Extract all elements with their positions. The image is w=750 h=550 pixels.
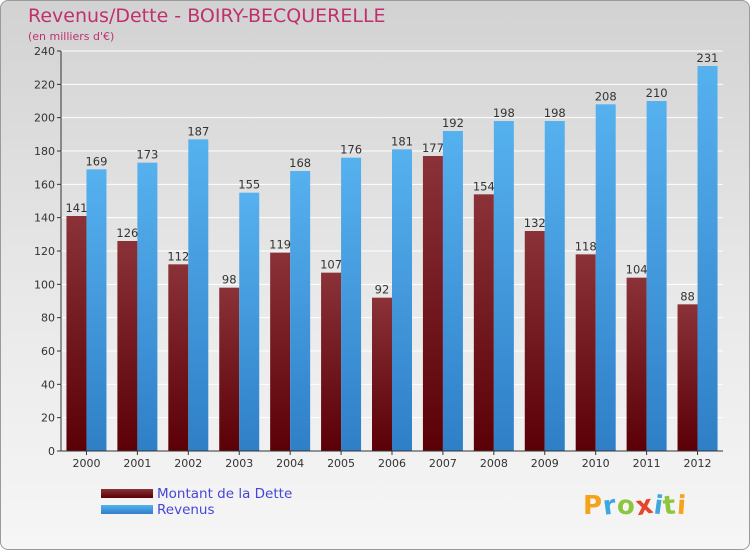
data-label-revenus: 168 (289, 156, 311, 170)
data-label-revenus: 181 (391, 134, 413, 148)
x-tick-label: 2010 (582, 457, 610, 470)
y-tick-label: 20 (41, 412, 55, 425)
legend-swatch-debt (101, 489, 153, 498)
data-label-dette: 126 (116, 226, 138, 240)
data-label-dette: 118 (575, 239, 597, 253)
x-tick-label: 2009 (531, 457, 559, 470)
y-tick-label: 80 (41, 312, 55, 325)
bar-revenus (341, 157, 362, 451)
y-tick-label: 140 (34, 212, 55, 225)
data-label-dette: 92 (375, 283, 390, 297)
bar-dette (372, 297, 392, 451)
bar-dette (270, 252, 291, 451)
bar-revenus (646, 101, 667, 451)
bars-layer (66, 66, 718, 452)
y-tick-label: 200 (34, 112, 55, 125)
legend-swatch-revenus (101, 505, 153, 514)
bar-dette (66, 216, 87, 451)
data-label-revenus: 210 (646, 86, 668, 100)
axis-layer: 0 20 40 60 80 100 120 140 160 180 200 220 240 2000 200… (34, 45, 723, 470)
data-label-dette: 112 (167, 249, 189, 263)
x-tick-label: 2006 (378, 457, 406, 470)
proxiti-logo: Proxiti (583, 490, 688, 523)
data-label-dette: 119 (269, 238, 291, 252)
bar-revenus (493, 121, 514, 451)
data-label-revenus: 173 (136, 148, 158, 162)
x-tick-label: 2001 (123, 457, 151, 470)
x-tick-label: 2011 (633, 457, 661, 470)
x-tick-label: 2003 (225, 457, 253, 470)
x-tick-label: 2002 (174, 457, 202, 470)
y-tick-label: 120 (34, 245, 55, 258)
logo-letter: P (583, 491, 604, 521)
x-tick-label: 2007 (429, 457, 457, 470)
y-tick-label: 160 (34, 178, 55, 191)
bar-revenus (544, 121, 565, 451)
y-tick-label: 0 (48, 445, 55, 458)
bar-dette (575, 254, 596, 451)
data-label-revenus: 169 (85, 154, 107, 168)
data-label-revenus: 176 (340, 143, 362, 157)
bar-revenus (137, 162, 158, 451)
x-tick-label: 2012 (684, 457, 712, 470)
bar-dette (321, 272, 342, 451)
data-label-dette: 107 (320, 258, 342, 272)
data-label-revenus: 198 (493, 106, 515, 120)
data-label-dette: 177 (422, 141, 444, 155)
y-tick-label: 240 (34, 45, 55, 58)
data-label-dette: 154 (473, 179, 495, 193)
labels-layer: 141 169 126 173 112 187 98 155 119 168 107 176 92 181… (65, 51, 718, 303)
bar-revenus (697, 66, 718, 451)
bar-revenus (188, 139, 209, 452)
bar-revenus (392, 149, 412, 452)
data-label-revenus: 208 (595, 89, 617, 103)
data-label-revenus: 155 (238, 178, 260, 192)
x-tick-label: 2000 (72, 457, 100, 470)
bar-dette (677, 304, 698, 451)
legend-label-debt: Montant de la Dette (157, 486, 293, 502)
bar-revenus (442, 131, 463, 451)
data-label-dette: 104 (626, 263, 648, 277)
bar-revenus (86, 169, 107, 452)
y-tick-label: 220 (34, 78, 55, 91)
bar-dette (168, 264, 189, 451)
y-tick-label: 180 (34, 145, 55, 158)
bar-dette (626, 277, 647, 451)
bar-revenus (290, 171, 311, 451)
x-tick-label: 2005 (327, 457, 355, 470)
bar-revenus (595, 104, 616, 451)
data-label-dette: 141 (65, 201, 87, 215)
y-tick-label: 60 (41, 345, 55, 358)
legend-label-revenus: Revenus (157, 502, 215, 518)
bar-dette (524, 231, 545, 451)
data-label-revenus: 187 (187, 124, 209, 138)
logo-letter: i (675, 490, 688, 522)
data-label-revenus: 231 (697, 51, 719, 65)
data-label-revenus: 192 (442, 116, 464, 130)
data-label-dette: 132 (524, 216, 546, 230)
bar-dette (117, 241, 138, 451)
y-tick-label: 100 (34, 278, 55, 291)
bar-dette (473, 194, 494, 452)
x-tick-label: 2004 (276, 457, 304, 470)
bar-dette (219, 287, 240, 451)
data-label-dette: 98 (222, 273, 237, 287)
bar-revenus (239, 192, 260, 451)
chart-subtitle: (en milliers d'€) (28, 30, 115, 43)
data-label-dette: 88 (680, 289, 695, 303)
data-label-revenus: 198 (544, 106, 566, 120)
x-tick-label: 2008 (480, 457, 508, 470)
y-tick-label: 40 (41, 378, 55, 391)
bar-dette (422, 156, 443, 451)
chart-title: Revenus/Dette - BOIRY-BECQUERELLE (28, 5, 386, 27)
